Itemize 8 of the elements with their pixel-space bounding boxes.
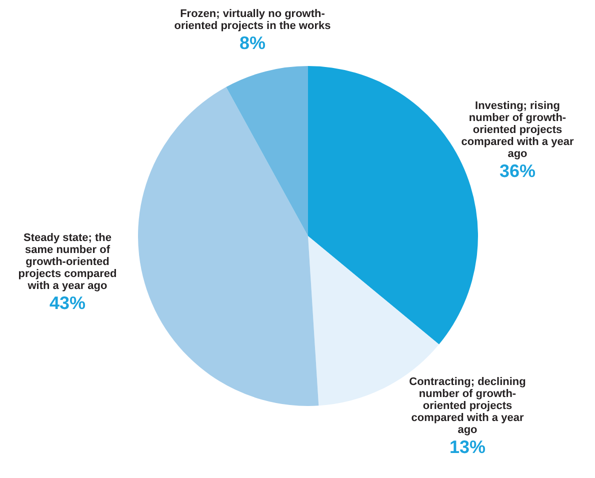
data-label: 43% bbox=[48, 292, 87, 314]
data-label: 13% bbox=[448, 436, 487, 458]
slice-label: Investing; rising number of growth-oriented projects compared with a year ago bbox=[460, 100, 575, 160]
data-label: 36% bbox=[498, 160, 537, 182]
slice-label: Contracting; declining number of growth-oriented projects compared with a year ago bbox=[408, 376, 527, 436]
data-label: 8% bbox=[238, 32, 266, 54]
slice-label: Steady state; the same number of growth-oriented projects compared with a year ago bbox=[17, 232, 118, 292]
slice-label: Frozen; virtually no growth-oriented projects in the works bbox=[173, 8, 332, 32]
